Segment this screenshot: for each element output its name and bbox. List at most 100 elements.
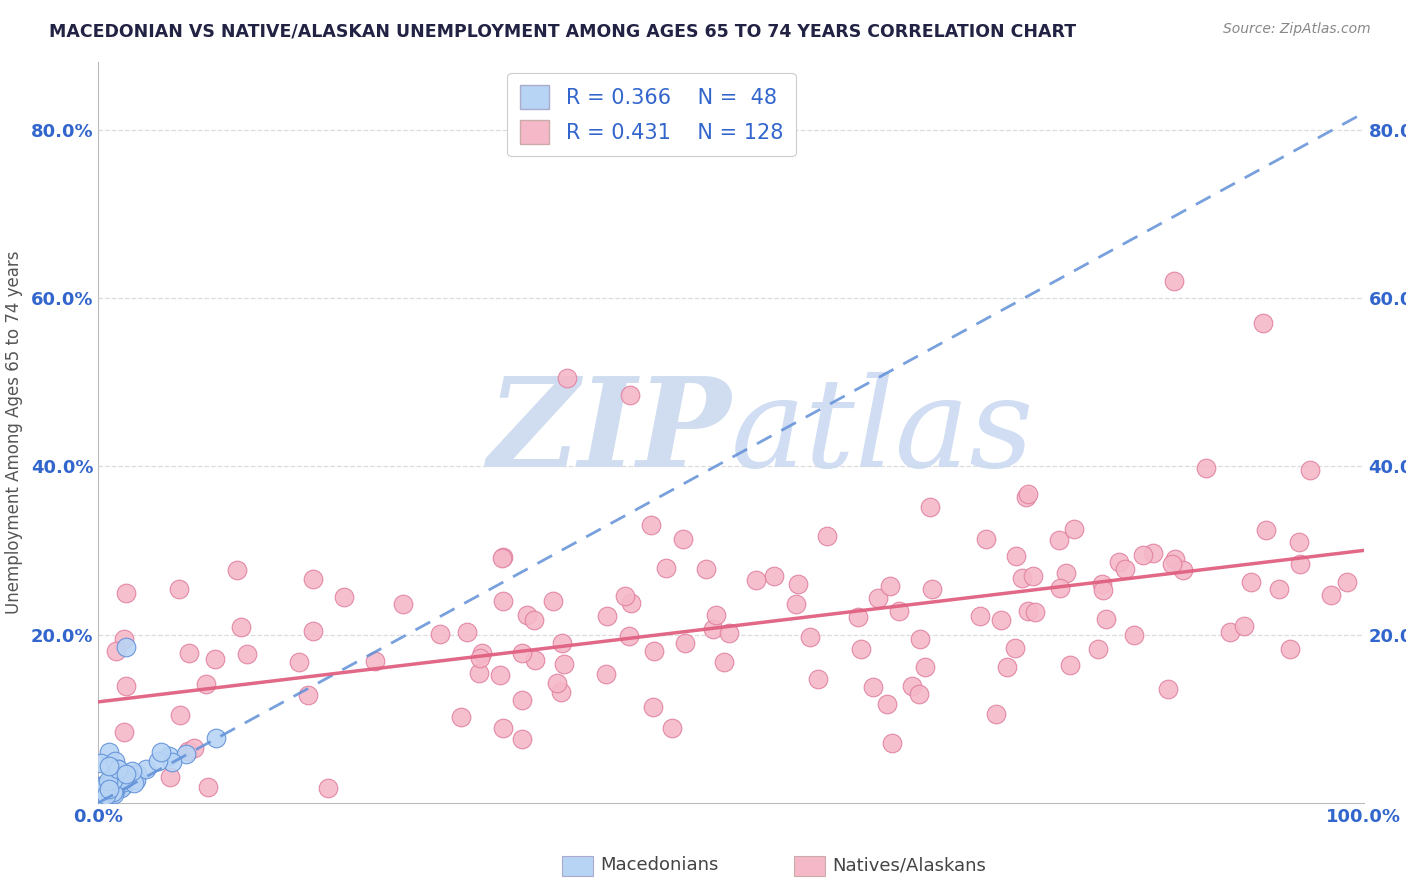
Point: [103, 785, 125, 799]
Point: [1108, 555, 1130, 569]
Point: [1299, 462, 1322, 476]
Point: [112, 632, 135, 647]
Point: [1240, 575, 1263, 590]
Point: [127, 767, 149, 781]
Point: [974, 532, 997, 546]
Point: [1157, 681, 1180, 696]
Point: [1017, 604, 1039, 618]
Point: [900, 679, 922, 693]
Point: [1063, 522, 1085, 536]
Point: [785, 597, 807, 611]
Point: [1289, 557, 1312, 571]
Point: [96, 790, 118, 805]
Point: [849, 642, 872, 657]
Point: [104, 754, 127, 768]
Point: [596, 608, 619, 623]
Point: [510, 646, 533, 660]
Point: [887, 604, 910, 618]
Point: [104, 644, 127, 658]
Point: [94, 786, 117, 800]
Point: [174, 747, 197, 761]
Point: [160, 755, 183, 769]
Point: [107, 762, 129, 776]
Point: [1160, 557, 1182, 571]
Point: [1163, 274, 1185, 288]
Point: [97, 789, 120, 804]
Point: [364, 655, 387, 669]
Y-axis label: Unemployment Among Ages 65 to 74 years: Unemployment Among Ages 65 to 74 years: [4, 251, 22, 615]
Point: [876, 698, 898, 712]
Point: [1164, 551, 1187, 566]
Point: [1251, 316, 1274, 330]
Point: [1114, 562, 1136, 576]
Point: [93, 780, 115, 794]
Point: [1005, 549, 1028, 563]
Point: [157, 749, 180, 764]
Point: [787, 577, 810, 591]
Point: [115, 767, 138, 781]
Point: [763, 569, 786, 583]
Point: [1173, 563, 1195, 577]
Point: [921, 582, 943, 596]
Point: [846, 609, 869, 624]
Point: [704, 607, 727, 622]
Text: Macedonians: Macedonians: [600, 856, 718, 874]
Point: [1004, 640, 1026, 655]
Point: [135, 762, 157, 776]
Point: [661, 721, 683, 735]
Point: [1279, 642, 1302, 657]
Point: [908, 687, 931, 701]
Point: [167, 582, 190, 597]
Point: [550, 685, 572, 699]
Point: [1087, 642, 1109, 657]
Point: [995, 660, 1018, 674]
Point: [115, 640, 138, 655]
Point: [125, 772, 148, 787]
Point: [112, 725, 135, 739]
Point: [1288, 535, 1310, 549]
Point: [1123, 628, 1146, 642]
Point: [914, 660, 936, 674]
Point: [470, 650, 492, 665]
Text: ZIP: ZIP: [488, 372, 731, 493]
Point: [799, 631, 821, 645]
Point: [98, 778, 121, 792]
Point: [297, 688, 319, 702]
Point: [112, 772, 135, 787]
Point: [89, 790, 111, 805]
Point: [1049, 581, 1071, 595]
Point: [159, 770, 181, 784]
Point: [197, 780, 219, 794]
Point: [115, 679, 138, 693]
Point: [288, 655, 311, 669]
Point: [107, 762, 129, 776]
Point: [1142, 546, 1164, 560]
Point: [177, 646, 200, 660]
Point: [456, 624, 478, 639]
Point: [619, 388, 641, 402]
Point: [96, 788, 118, 802]
Point: [702, 622, 724, 636]
Point: [110, 780, 132, 795]
Point: [1320, 588, 1343, 602]
Point: [194, 677, 217, 691]
Point: [105, 771, 128, 785]
Point: [492, 549, 515, 564]
Point: [673, 635, 696, 649]
Point: [332, 591, 354, 605]
Point: [107, 771, 129, 785]
Point: [97, 776, 120, 790]
Legend: R = 0.366    N =  48, R = 0.431    N = 128: R = 0.366 N = 48, R = 0.431 N = 128: [508, 73, 796, 156]
Point: [229, 620, 252, 634]
Point: [98, 759, 121, 773]
Point: [868, 591, 890, 606]
Point: [122, 772, 145, 786]
Point: [541, 594, 564, 608]
Point: [98, 781, 121, 796]
Point: [114, 585, 136, 599]
Point: [745, 574, 768, 588]
Point: [89, 780, 111, 795]
Point: [654, 561, 676, 575]
Point: [546, 675, 568, 690]
Point: [918, 500, 941, 514]
